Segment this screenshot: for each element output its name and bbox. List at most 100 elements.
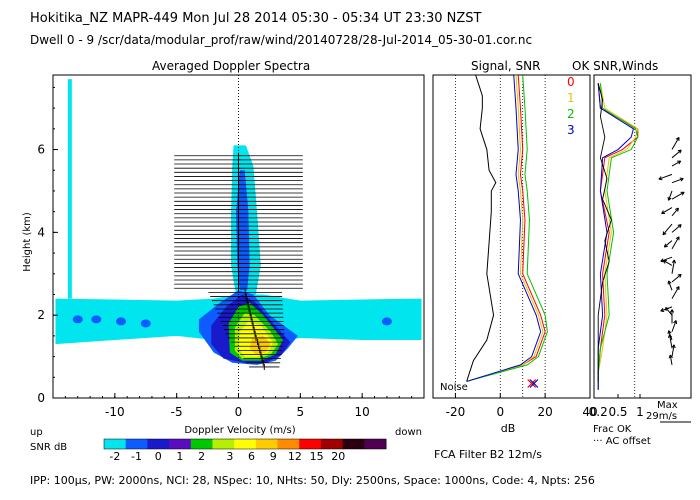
legend-entry-0: 0	[567, 75, 575, 89]
panel-frame-2	[593, 74, 692, 399]
spectra-xlabel: Doppler Velocity (m/s)	[184, 425, 295, 436]
frac-tick-label: 1	[636, 405, 644, 419]
wind-vector	[671, 273, 682, 283]
band-blotch-0	[91, 315, 102, 324]
wind-arrowhead	[667, 196, 670, 201]
colorbar-label: SNR dB	[30, 442, 67, 453]
snr-colorbar: -2 -1 0 1 2 3 6 9 12 15 20	[103, 438, 387, 463]
colorbar-tick-label: 1	[176, 450, 183, 463]
x-tick-label: 5	[297, 405, 305, 419]
winds-title: OK SNR,Winds	[572, 59, 658, 73]
colorbar-tick-label: 20	[331, 450, 345, 463]
wind-vector	[668, 190, 673, 201]
x-tick-label: -10	[105, 405, 125, 419]
wind-arrowhead	[660, 258, 664, 262]
wind-vector	[660, 256, 673, 262]
noise-marker	[527, 379, 537, 388]
legend-entry-3: 3	[567, 123, 575, 137]
colorbar-swatch	[169, 439, 192, 449]
ac-offset-label: ··· AC offset	[593, 436, 651, 447]
colorbar-tick-label: 12	[288, 450, 302, 463]
wind-arrowhead	[668, 280, 672, 284]
label-down: down	[395, 427, 422, 438]
signal-series-1	[466, 74, 544, 382]
wind-vector	[661, 207, 673, 214]
signal-xlabel: dB	[501, 422, 516, 435]
noise-marker	[529, 379, 539, 388]
wind-arrowhead	[660, 308, 664, 312]
frac-series-1	[597, 83, 639, 390]
y-tick-label: 4	[37, 225, 45, 239]
left-stripe	[67, 79, 72, 299]
wind-arrowhead	[665, 307, 670, 310]
wind-vector	[671, 207, 679, 217]
colorbar-swatch	[147, 439, 170, 449]
signal-x-tick-label: 40	[582, 405, 597, 419]
wind-vector	[663, 260, 673, 266]
colorbar-tick-label: 0	[155, 450, 162, 463]
wind-arrowhead	[679, 274, 682, 278]
colorbar-swatch	[190, 439, 213, 449]
panel-frames	[52, 74, 692, 399]
frac-tick-label: 0.5	[608, 405, 627, 419]
signal-series-Signal	[466, 74, 497, 382]
signal-series-2	[466, 74, 548, 382]
wind-vector	[671, 178, 684, 184]
wind-vector	[671, 224, 682, 233]
wind-vector	[671, 137, 680, 150]
signal-series-3	[466, 74, 542, 382]
colorbar-tick-label: 2	[198, 450, 205, 463]
panel-frame-1	[432, 74, 591, 399]
wind-arrowhead	[678, 160, 682, 165]
wind-vector	[669, 334, 673, 349]
wind-arrowhead	[677, 208, 679, 212]
wind-vector	[671, 236, 680, 250]
wind-arrowhead	[673, 344, 676, 349]
colorbar-swatch	[234, 439, 257, 449]
y-tick-label: 6	[37, 143, 45, 157]
wind-arrowhead	[671, 309, 675, 313]
blob-l6	[249, 335, 271, 355]
frac-series-0	[597, 83, 639, 390]
wind-arrowhead	[681, 191, 685, 196]
colorbar-tick-label: 9	[270, 450, 277, 463]
wind-arrowhead	[679, 224, 682, 229]
colorbar-swatch	[342, 439, 365, 449]
frac-series-2	[597, 83, 639, 390]
winds-panel: 0.5 1 0.2	[589, 75, 691, 423]
max-speed-label: 29m/s	[646, 411, 677, 422]
spectra-axes: -10 -5 0 5 10 0 2 4 6	[37, 75, 413, 419]
signal-snr-panel: -20 0 20 40 0 1 2 3	[446, 74, 598, 419]
wind-arrowhead	[679, 149, 682, 154]
colorbar-frame	[103, 438, 387, 450]
noise-label: Noise	[440, 382, 468, 393]
frac-series-black	[597, 83, 612, 382]
wind-arrowhead	[663, 243, 667, 248]
wind-vector	[671, 286, 680, 299]
band-blotch-2	[116, 317, 127, 326]
footer-params: IPP: 100μs, PW: 2000ns, NCI: 28, NSpec: …	[30, 474, 595, 487]
fca-filter-label: FCA Filter B2 12m/s	[434, 448, 542, 461]
band-blotch-3	[381, 317, 392, 326]
colorbar-swatch	[104, 439, 127, 449]
wind-vector	[665, 307, 673, 316]
signal-title: Signal, SNR	[471, 59, 540, 73]
signal-x-tick-label: 0	[496, 405, 504, 419]
legend-entry-2: 2	[567, 107, 575, 121]
y-tick-label: 2	[37, 308, 45, 322]
x-tick-label: 0	[235, 405, 243, 419]
colorbar-swatch	[255, 439, 279, 449]
wind-arrowhead	[668, 330, 672, 334]
header-line2: Dwell 0 - 9 /scr/data/modular_prof/raw/w…	[30, 33, 532, 47]
max-label: Max	[657, 400, 678, 411]
colorbar-tick-label: 6	[248, 450, 255, 463]
spectra-ylabel: Height (km)	[22, 212, 33, 272]
colorbar-tick-label: -1	[131, 450, 142, 463]
signal-series-0	[466, 74, 546, 382]
wind-arrowhead	[675, 320, 678, 325]
colorbar-tick-label: -2	[109, 450, 120, 463]
wind-vector	[671, 259, 675, 274]
spectra-title: Averaged Doppler Spectra	[152, 59, 310, 73]
wind-vector	[668, 280, 673, 291]
